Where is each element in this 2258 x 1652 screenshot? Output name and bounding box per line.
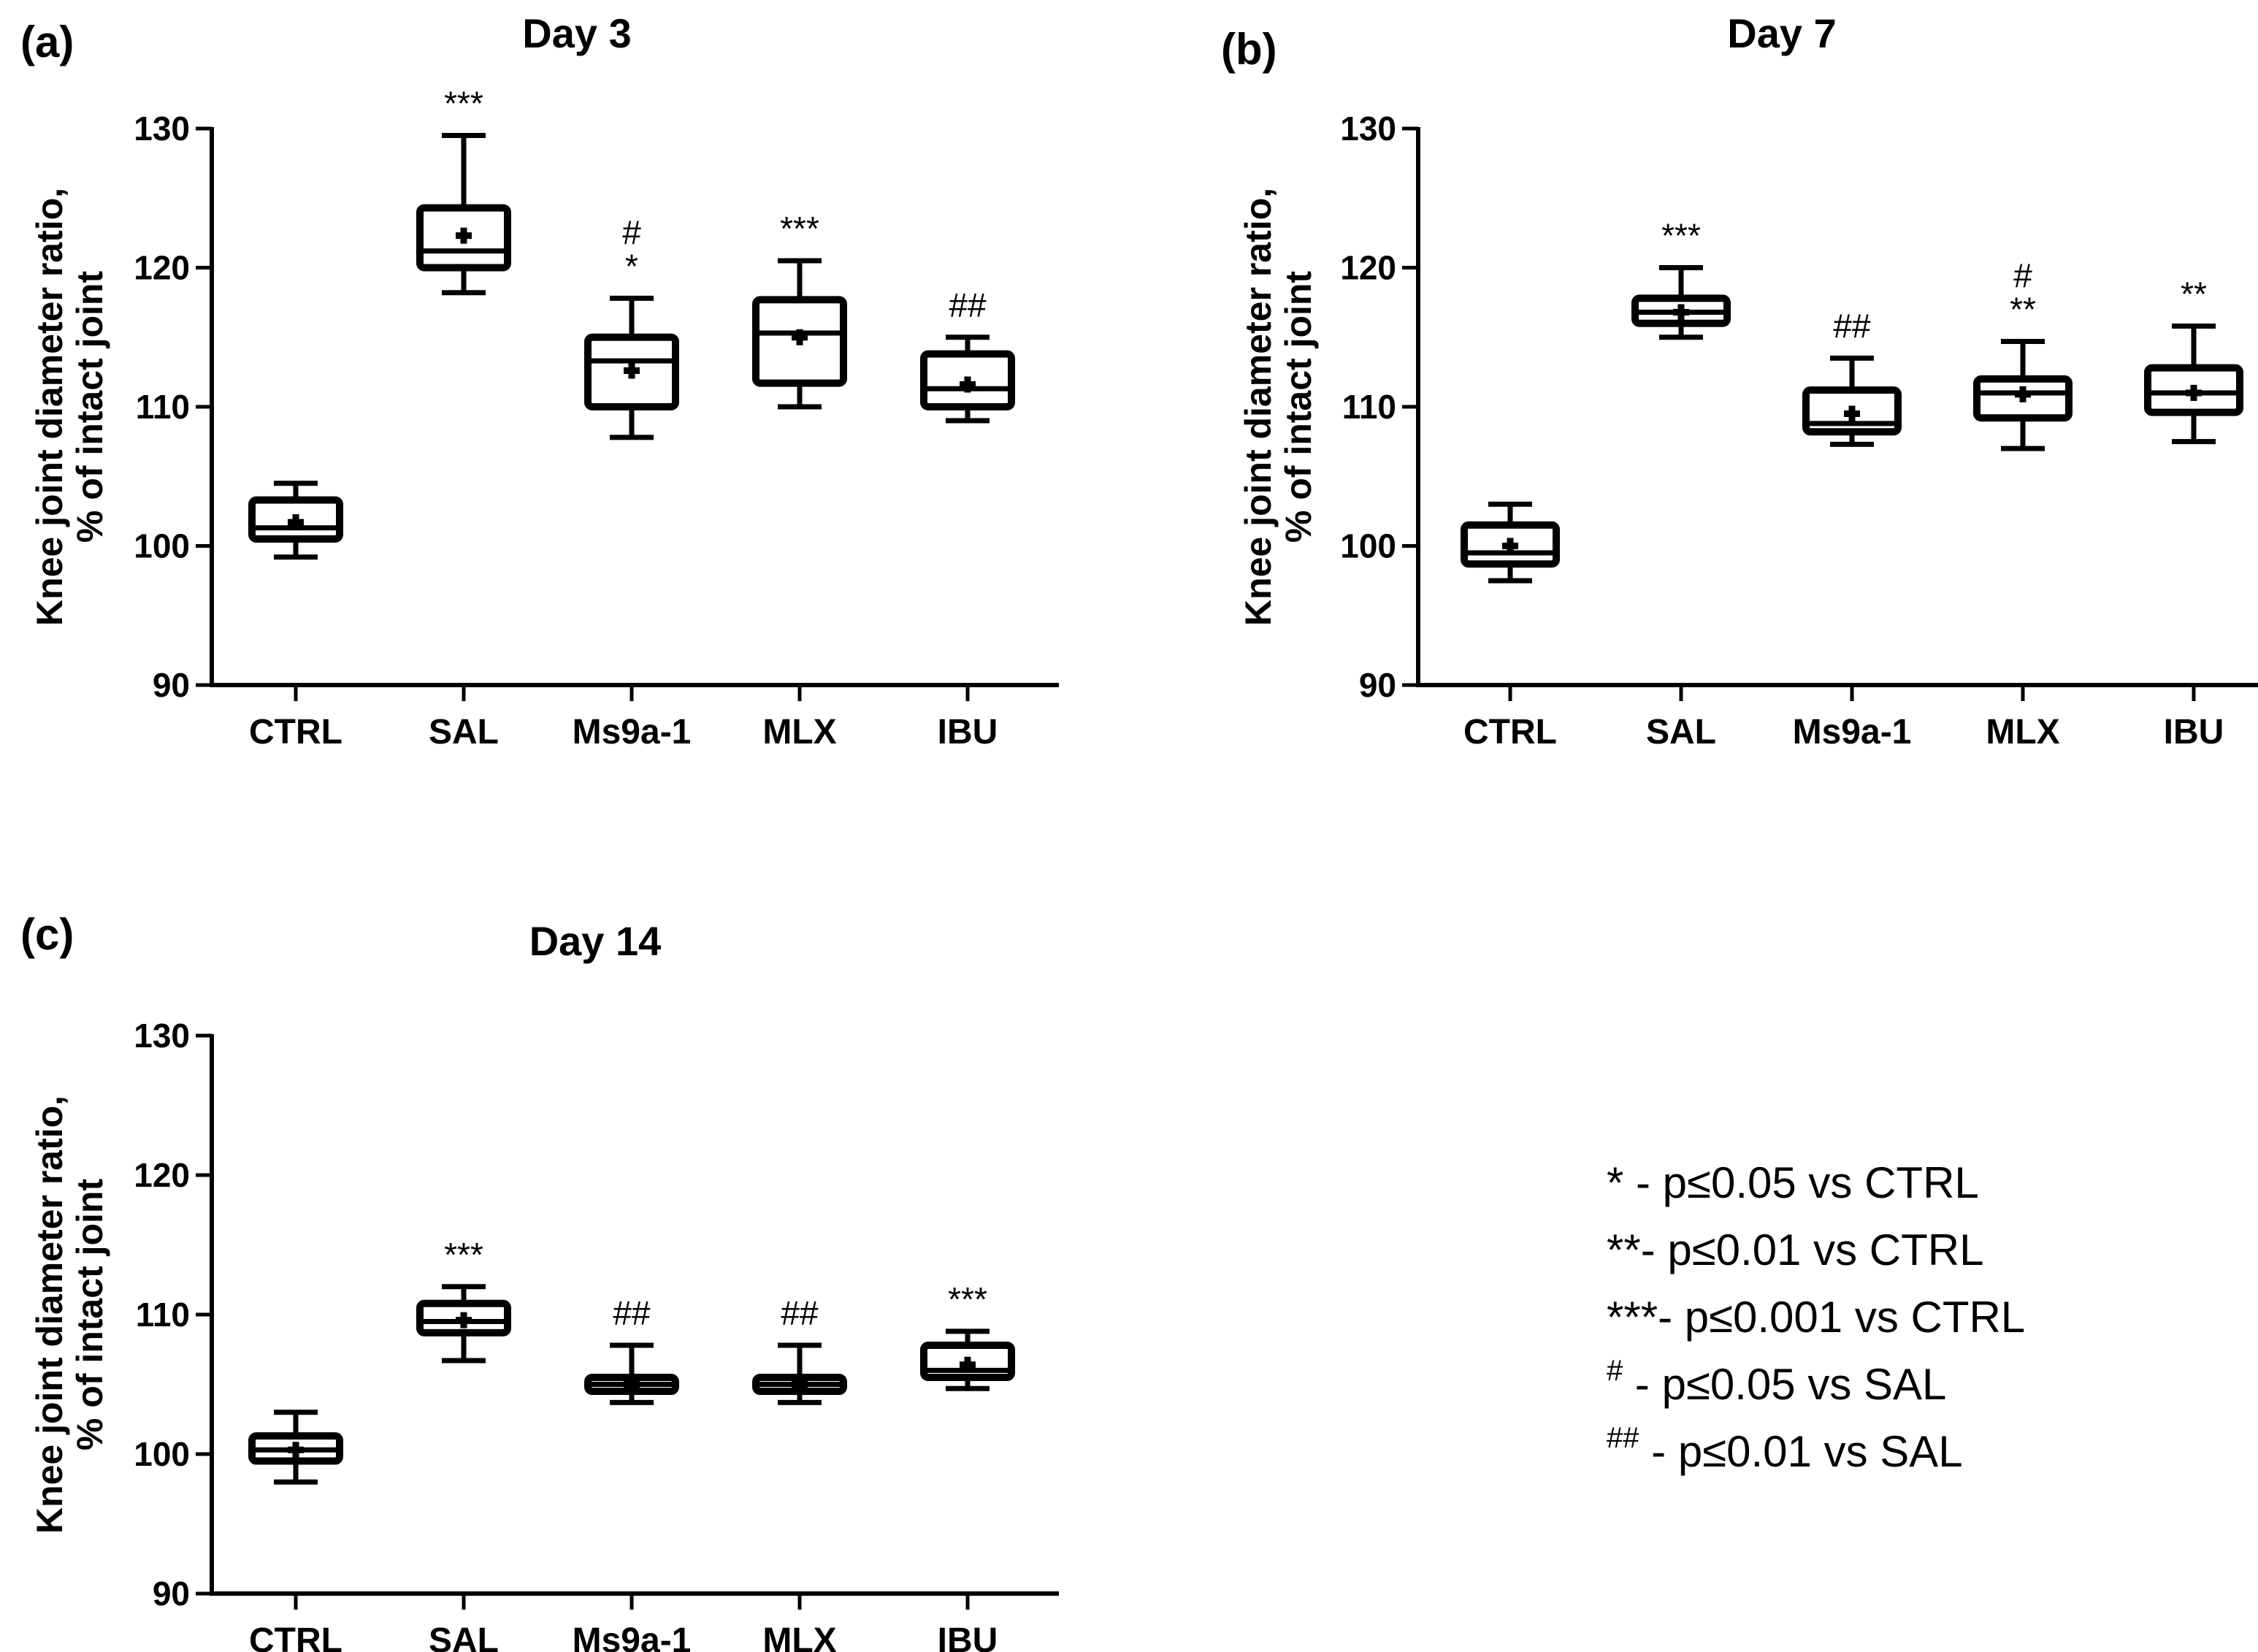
box-sal: *** [416,1236,511,1364]
legend-item: ## - p≤0.01 vs SAL [1607,1422,1963,1476]
y-tick-label: 110 [1342,388,1396,426]
x-tick-label: IBU [938,713,998,752]
significance-marker: *** [444,85,483,123]
legend-description: - p≤0.001 vs CTRL [1658,1293,2025,1342]
significance-marker: # [2013,256,2032,294]
significance-marker: *** [948,1280,987,1318]
chart-panel-1: (b) Day 7 Knee joint diameter ratio,% of i… [1221,10,2258,752]
chart-title: Day 3 [522,10,631,56]
y-tick-label: 90 [153,666,190,704]
y-tick-label: 120 [1340,249,1396,287]
y-tick-label: 120 [134,249,190,287]
x-tick-label: IBU [938,1621,998,1652]
significance-marker: ## [1833,307,1871,345]
box-ctrl [248,481,343,560]
x-tick-label: Ms9a-1 [573,1621,692,1652]
legend-symbol: *** [1607,1293,1658,1342]
y-tick-label: 130 [134,110,190,148]
panel-label: (b) [1221,25,1277,74]
chart-panel-0: (a) Day 3 Knee joint diameter ratio,% of i… [20,10,1059,752]
y-tick-label: 100 [134,1435,190,1473]
panel-label: (a) [20,18,74,66]
x-tick-label: MLX [1986,713,2059,752]
x-tick-label: MLX [762,713,836,752]
x-tick-label: SAL [429,1621,499,1652]
legend-item: # - p≤0.05 vs SAL [1607,1355,1946,1409]
legend-description: - p≤0.05 vs SAL [1623,1360,1946,1409]
chart-title: Day 14 [529,918,662,964]
significance-legend: * - p≤0.05 vs CTRL**- p≤0.01 vs CTRL***-… [1607,1158,2025,1476]
legend-description: - p≤0.01 vs CTRL [1641,1225,1984,1274]
significance-marker: ** [2010,290,2036,328]
significance-marker: ## [781,1294,819,1332]
legend-symbol: * [1607,1158,1623,1207]
significance-marker: ** [2181,275,2207,313]
x-tick-label: CTRL [249,1621,342,1652]
box-ibu: ** [2144,275,2243,445]
box-ibu: *** [920,1280,1015,1391]
box-mlx: ## [752,1294,847,1405]
chart-title: Day 7 [1727,10,1836,56]
y-tick-label: 100 [134,527,190,565]
significance-marker: * [625,247,638,285]
y-tick-label: 90 [1359,666,1396,704]
significance-marker: *** [780,210,819,248]
box-ms9a-1: ## [584,1294,679,1405]
significance-marker: ## [613,1294,651,1332]
x-tick-label: IBU [2164,713,2224,752]
x-tick-label: SAL [1646,713,1716,752]
y-tick-label: 110 [136,388,190,426]
x-tick-label: Ms9a-1 [1793,713,1912,752]
x-tick-label: Ms9a-1 [573,713,692,752]
x-tick-label: MLX [762,1621,836,1652]
box-mlx: #** [1973,256,2073,451]
y-axis-title: Knee joint diameter ratio, [29,188,70,626]
box-sal: *** [1631,217,1731,340]
chart-panel-2: (c) Day 14 Knee joint diameter ratio,% of … [20,910,1059,1652]
box-ctrl [1461,501,1560,584]
box-sal: *** [416,85,511,296]
legend-item: * - p≤0.05 vs CTRL [1607,1158,1979,1207]
y-axis-title: Knee joint diameter ratio, [1238,188,1279,626]
y-tick-label: 120 [134,1156,190,1194]
y-tick-label: 110 [136,1296,190,1334]
significance-marker: *** [1661,217,1701,255]
significance-marker: ## [949,286,987,324]
box-ms9a-1: ## [1802,307,1902,447]
legend-description: - p≤0.01 vs SAL [1639,1427,1963,1476]
y-axis-title: Knee joint diameter ratio, [29,1095,70,1534]
legend-item: ***- p≤0.001 vs CTRL [1607,1293,2025,1342]
y-axis-subtitle: % of intact joint [69,1179,110,1451]
y-tick-label: 130 [134,1017,190,1055]
legend-description: - p≤0.05 vs CTRL [1623,1158,1978,1207]
legend-symbol: # [1607,1355,1623,1387]
y-tick-label: 130 [1340,110,1396,148]
box-ibu: ## [920,286,1015,424]
y-tick-label: 100 [1340,527,1396,565]
y-tick-label: 90 [153,1575,190,1613]
box-ctrl [248,1410,343,1485]
legend-item: **- p≤0.01 vs CTRL [1607,1225,1983,1274]
box-mlx: *** [752,210,847,410]
significance-marker: *** [444,1236,483,1274]
y-axis-subtitle: % of intact joint [1278,271,1319,543]
x-tick-label: CTRL [249,713,342,752]
y-axis-subtitle: % of intact joint [69,271,110,543]
box-ms9a-1: #* [584,213,679,440]
significance-marker: # [622,213,641,251]
panel-label: (c) [20,910,74,959]
x-tick-label: SAL [429,713,499,752]
legend-symbol: ** [1607,1225,1641,1274]
legend-symbol: ## [1607,1422,1639,1454]
x-tick-label: CTRL [1463,713,1557,752]
